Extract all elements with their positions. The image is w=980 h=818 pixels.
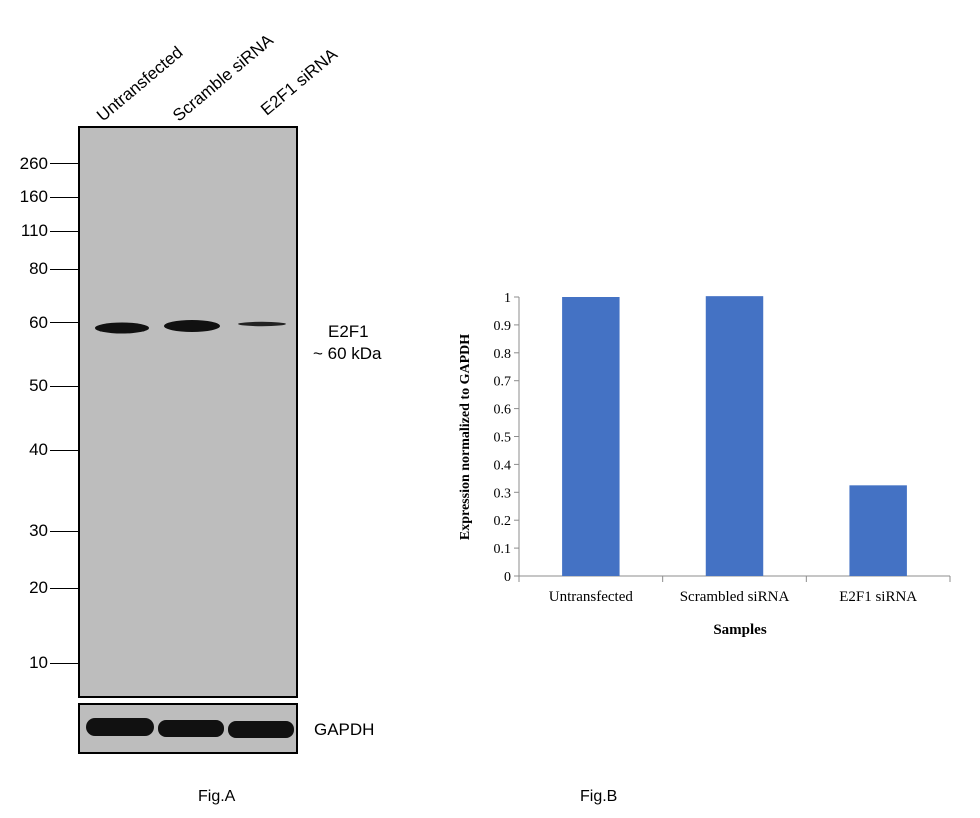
marker-40: 40: [29, 440, 48, 459]
bar: [562, 297, 620, 576]
marker-110: 110: [20, 221, 48, 240]
marker-20: 20: [29, 578, 48, 597]
band-label-e2f1: E2F1: [328, 322, 369, 341]
y-tick-label: 0.8: [494, 347, 512, 362]
y-tick-label: 0.2: [494, 514, 512, 529]
gapdh-bands: [86, 718, 294, 738]
y-tick-label: 0.6: [494, 403, 512, 418]
y-tick-label: 0.5: [494, 431, 512, 446]
x-tick-label: E2F1 siRNA: [839, 589, 917, 605]
marker-tick: [50, 322, 78, 323]
marker-260: 260: [19, 154, 48, 173]
gapdh-band-e2f1-sirna: [228, 721, 294, 738]
y-tick-label: 0: [504, 570, 511, 585]
blot-bands: [95, 320, 286, 334]
marker-30: 30: [29, 521, 48, 540]
marker-tick: [50, 269, 78, 270]
marker-tick: [50, 588, 78, 589]
gapdh-panel: [78, 703, 298, 754]
blot-panel: [78, 126, 298, 698]
x-axis: [518, 575, 951, 582]
marker-160: 160: [19, 187, 48, 206]
band-e2f1-sirna: [238, 321, 286, 327]
y-axis-label: Expression normalized to GAPDH: [458, 334, 473, 540]
marker-tick: [50, 231, 78, 232]
x-tick-label: Scrambled siRNA: [680, 589, 790, 605]
y-tick-label: 0.3: [494, 486, 512, 501]
marker-tick: [50, 197, 78, 198]
band-size-label: ~ 60 kDa: [313, 344, 382, 363]
marker-tick: [50, 663, 78, 664]
bars: [562, 296, 907, 576]
lane-label-e2f1-sirna: E2F1 siRNA: [257, 44, 342, 120]
y-axis: 0 0.1 0.2 0.3 0.4 0.5 0.6 0.7 0.8 0.9 1: [494, 291, 520, 585]
marker-50: 50: [29, 376, 48, 395]
figure-b-caption: Fig.B: [580, 788, 618, 805]
gapdh-band-untransfected: [86, 718, 154, 736]
marker-tick: [50, 531, 78, 532]
gapdh-label: GAPDH: [314, 720, 375, 739]
marker-tick: [50, 386, 78, 387]
marker-60: 60: [29, 313, 48, 332]
y-tick-label: 1: [504, 291, 511, 306]
figure-a-caption: Fig.A: [198, 788, 236, 805]
x-tick-labels: Untransfected Scrambled siRNA E2F1 siRNA: [549, 589, 918, 605]
y-tick-label: 0.9: [494, 319, 512, 334]
x-axis-label: Samples: [713, 622, 767, 638]
x-tick-label: Untransfected: [549, 589, 634, 605]
y-tick-label: 0.4: [494, 458, 512, 473]
marker-80: 80: [29, 259, 48, 278]
marker-10: 10: [29, 653, 48, 672]
bar: [705, 296, 764, 576]
bar-chart: 0 0.1 0.2 0.3 0.4 0.5 0.6 0.7 0.8 0.9 1 Untransfec…: [458, 291, 951, 638]
marker-tick: [50, 163, 78, 164]
y-tick-label: 0.7: [494, 375, 512, 390]
lane-label-scramble-sirna: Scramble siRNA: [169, 30, 277, 126]
bar: [849, 485, 907, 576]
band-scramble: [164, 320, 220, 332]
marker-tick: [50, 450, 78, 451]
gapdh-band-scramble: [158, 720, 224, 737]
y-tick-label: 0.1: [494, 542, 512, 557]
band-untransfected: [95, 322, 149, 334]
